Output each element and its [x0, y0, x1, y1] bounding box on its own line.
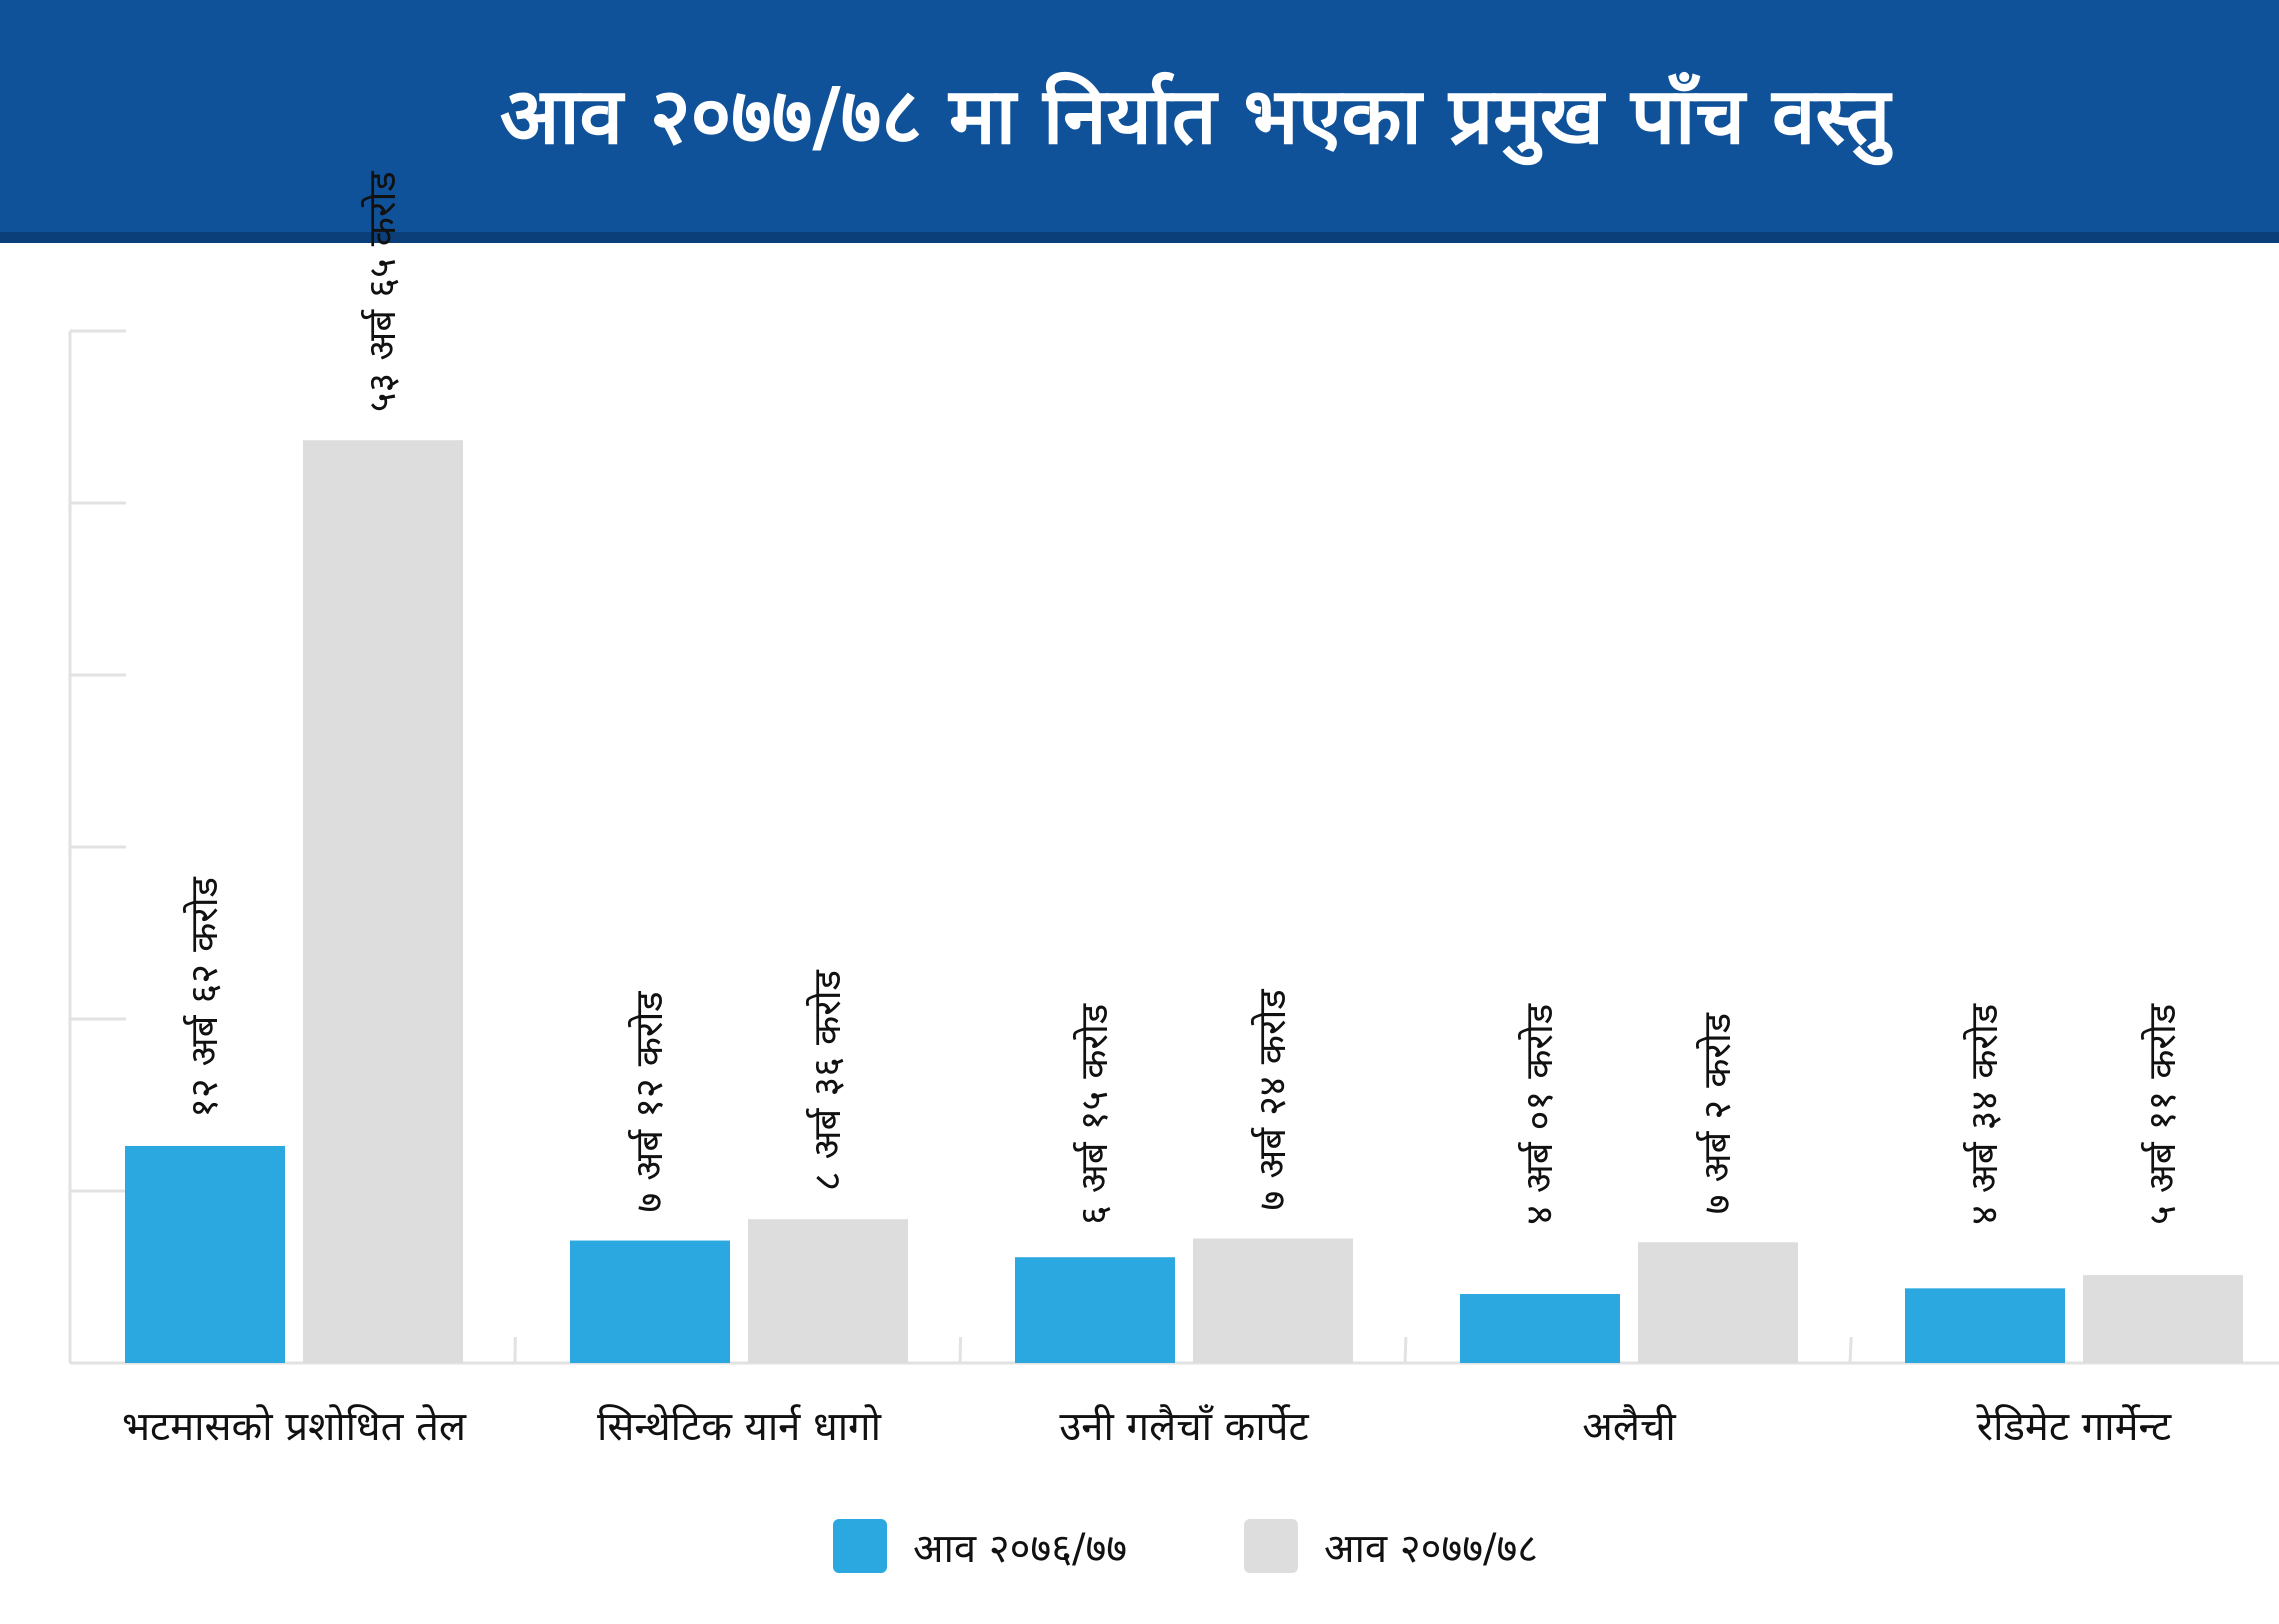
x-tick [1848, 1336, 1853, 1364]
data-label: ६ अर्ब १५ करोड [1072, 1003, 1116, 1225]
category-label: भटमासको प्रशोधित तेल [122, 1404, 467, 1450]
category-label: रेडिमेट गार्मेन्ट [1976, 1404, 2172, 1450]
bar-2076-77 [570, 1240, 730, 1363]
category-label: सिन्थेटिक यार्न धागो [597, 1404, 882, 1450]
chart-title: आव २०७७/७८ मा निर्यात भएका प्रमुख पाँच व… [499, 72, 1891, 162]
data-label: ७ अर्ब २४ करोड [1250, 989, 1294, 1211]
bar-2076-77 [1905, 1288, 2065, 1363]
bar-2077-78 [303, 440, 463, 1364]
legend-swatch-grey [1244, 1519, 1298, 1573]
data-label: ५ अर्ब ११ करोड [2140, 1003, 2184, 1225]
data-label: ५३ अर्ब ६५ करोड [360, 171, 404, 413]
bar-2076-77 [1015, 1257, 1175, 1363]
bar-2077-78 [748, 1219, 908, 1363]
legend-label: आव २०७६/७७ [913, 1525, 1128, 1572]
legend-item-2077-78: आव २०७७/७८ [1244, 1518, 1538, 1574]
data-label: ४ अर्ब ०१ करोड [1517, 1003, 1561, 1225]
x-tick [1403, 1336, 1408, 1364]
bar-2077-78 [1193, 1238, 1353, 1363]
header-banner: आव २०७७/७८ मा निर्यात भएका प्रमुख पाँच व… [0, 0, 2279, 243]
bar-2077-78 [2083, 1275, 2243, 1363]
data-label: ७ अर्ब २ करोड [1695, 1012, 1739, 1214]
category-label: अलैची [1582, 1404, 1676, 1450]
bar-2076-77 [125, 1145, 285, 1363]
category-label: उनी गलैचाँ कार्पेट [1059, 1404, 1309, 1450]
data-label: १२ अर्ब ६२ करोड [182, 876, 226, 1118]
bar-2076-77 [1460, 1294, 1620, 1363]
data-label: ७ अर्ब १२ करोड [627, 991, 671, 1213]
data-label: ४ अर्ब ३४ करोड [1962, 1003, 2006, 1225]
bar-2077-78 [1638, 1242, 1798, 1363]
legend-swatch-blue [833, 1519, 887, 1573]
legend-label: आव २०७७/७८ [1324, 1525, 1539, 1572]
x-tick [958, 1336, 963, 1364]
data-label: ८ अर्ब ३६ करोड [805, 969, 849, 1191]
legend-item-2076-77: आव २०७६/७७ [833, 1518, 1127, 1574]
